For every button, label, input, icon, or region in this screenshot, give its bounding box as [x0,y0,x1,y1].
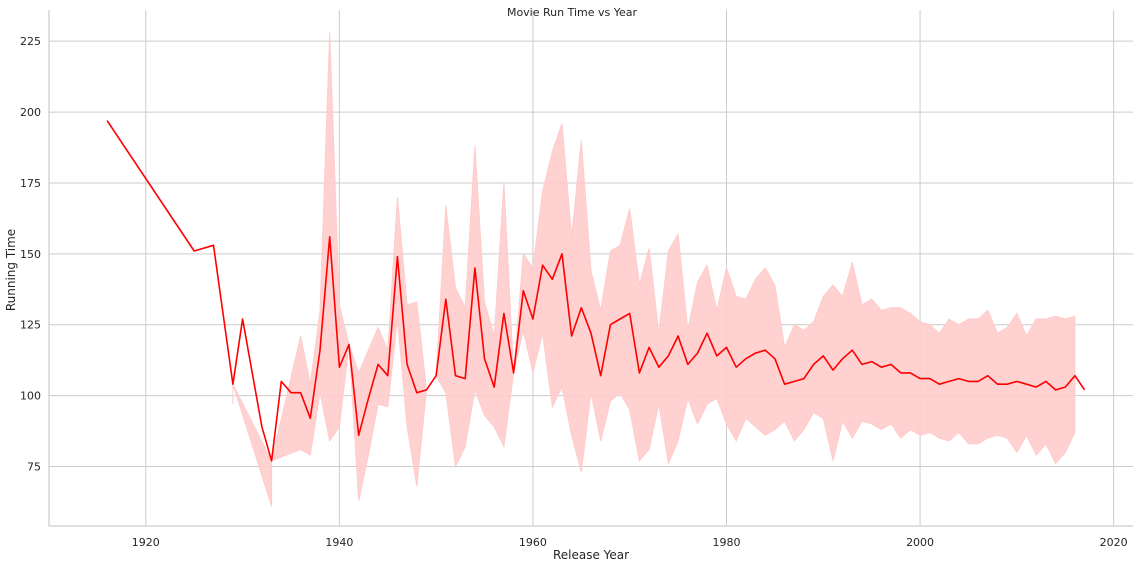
x-tick-label: 2000 [906,536,934,549]
x-tick-label: 1980 [713,536,741,549]
y-tick-labels: 75 100 125 150 175 200 225 [20,35,41,473]
chart-title: Movie Run Time vs Year [507,6,638,19]
y-axis-label: Running Time [4,229,18,311]
axes-spines [48,10,1133,527]
x-axis-label: Release Year [553,548,629,562]
x-tick-label: 1920 [132,536,160,549]
x-tick-labels: 1920 1940 1960 1980 2000 2020 [132,536,1128,549]
y-tick-label: 100 [20,390,41,403]
y-tick-label: 125 [20,319,41,332]
y-tick-label: 225 [20,35,41,48]
x-tick-label: 2020 [1100,536,1128,549]
confidence-band-layer [232,32,1076,507]
y-tick-label: 200 [20,106,41,119]
y-tick-label: 75 [27,460,41,473]
confidence-band [232,32,1076,507]
series-line [106,120,1086,462]
x-tick-label: 1940 [325,536,353,549]
series-line-layer [106,120,1086,462]
y-tick-label: 150 [20,248,41,261]
x-tick-label: 1960 [519,536,547,549]
y-tick-label: 175 [20,177,41,190]
